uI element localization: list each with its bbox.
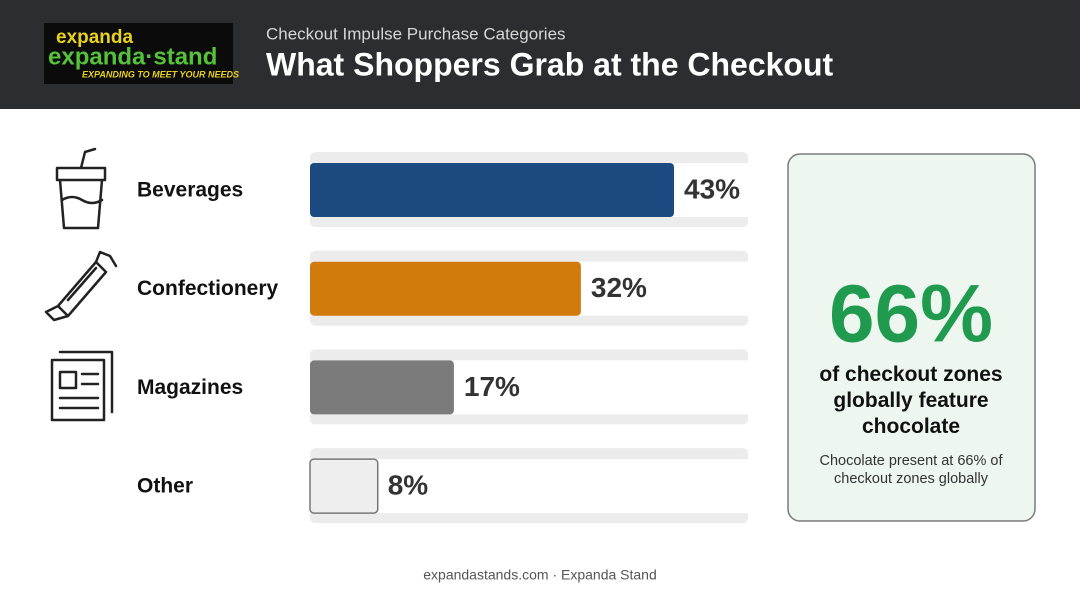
bar [310,163,674,217]
bar [310,360,454,415]
subtitle: Checkout Impulse Purchase Categories [266,24,566,43]
callout-note: Chocolate present at 66% of checkout zon… [819,453,1003,487]
track-inner [310,459,748,514]
category-label: Confectionery [137,277,279,300]
logo-box [44,23,233,84]
candy-icon [44,250,118,322]
category-label: Magazines [137,376,243,399]
callout-headline: of checkout zones globally feature choco… [819,363,1003,438]
logo-line2: expanda·stand [48,43,217,70]
logo-tagline: EXPANDING TO MEET YOUR NEEDS [82,69,239,79]
category-label: Beverages [137,179,243,202]
logo-line1: expanda [56,27,134,48]
footer: expandastands.com · Expanda Stand [423,567,657,583]
callout-box [787,153,1036,522]
bar [310,261,581,316]
value-label: 17% [464,371,520,402]
category-label: Other [137,475,193,498]
title: What Shoppers Grab at the Checkout [266,46,834,82]
callout-stat: 66% [829,269,993,360]
value-label: 8% [388,469,429,500]
value-label: 32% [591,272,647,303]
newspaper-icon [50,350,114,422]
bar [309,458,379,514]
value-label: 43% [684,173,740,204]
cup-icon [55,147,107,230]
